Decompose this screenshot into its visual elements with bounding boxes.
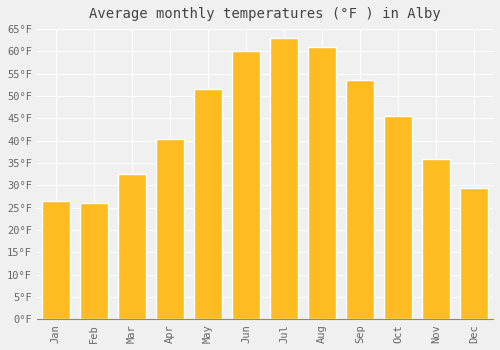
Title: Average monthly temperatures (°F ) in Alby: Average monthly temperatures (°F ) in Al… — [89, 7, 441, 21]
Bar — [460, 188, 488, 320]
Bar — [156, 139, 184, 320]
Bar — [118, 174, 146, 320]
Bar — [270, 38, 298, 320]
Bar — [194, 89, 222, 320]
Bar — [384, 116, 412, 320]
Bar — [80, 203, 108, 320]
Bar — [308, 47, 336, 320]
Bar — [346, 80, 374, 320]
Bar — [232, 51, 260, 320]
Bar — [42, 201, 70, 320]
Bar — [422, 159, 450, 320]
